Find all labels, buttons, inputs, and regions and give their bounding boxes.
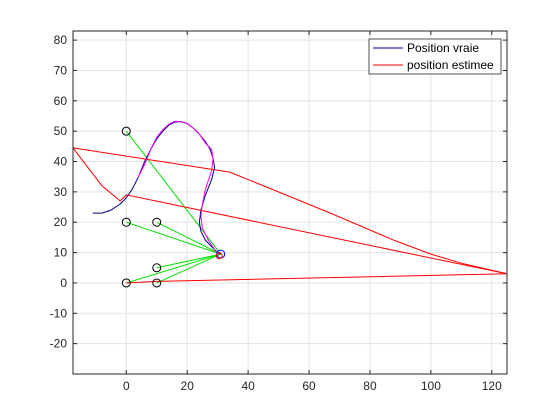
- x-tick-label: 60: [302, 379, 316, 393]
- axes-background: [73, 31, 507, 374]
- y-tick-label: -20: [50, 337, 68, 351]
- beacon-marker: [121, 126, 131, 136]
- legend-label-position-vraie: Position vraie: [407, 41, 479, 55]
- plot-area: 0 20 40 60 80 100 120 -20 -10 0 10 20 30 40 50 60 70 80: [50, 30, 508, 393]
- legend: Position vraie position estimee: [368, 38, 502, 75]
- y-tick-label: 50: [54, 124, 68, 138]
- x-tick-label: 80: [363, 379, 377, 393]
- beacon-marker: [152, 217, 162, 227]
- y-tick-label: 10: [54, 246, 68, 260]
- tick-layer: 0 20 40 60 80 100 120 -20 -10 0 10 20 30 40 50 60 70 80: [50, 31, 507, 393]
- beacon-link-line: [156, 253, 221, 269]
- series-line-1: [73, 147, 507, 275]
- y-tick-label: 80: [54, 33, 68, 47]
- estimate-marker: [215, 252, 223, 260]
- x-tick-label: 0: [123, 379, 130, 393]
- y-tick-label: -10: [50, 306, 68, 320]
- legend-label-position-estimee: position estimee: [407, 58, 494, 72]
- y-tick-label: 20: [54, 215, 68, 229]
- y-tick-label: 40: [54, 155, 68, 169]
- x-tick-label: 100: [421, 379, 441, 393]
- beacon-marker: [121, 278, 131, 288]
- series-line-3: [126, 273, 507, 284]
- axes-box: [72, 30, 508, 375]
- beacon-link-line: [156, 221, 221, 255]
- x-tick-label: 40: [241, 379, 255, 393]
- series-line-2: [73, 147, 507, 275]
- grid-layer: [73, 31, 507, 374]
- beacon-link-line: [156, 253, 221, 284]
- y-tick-label: 70: [54, 63, 68, 77]
- y-tick-label: 60: [54, 94, 68, 108]
- beacon-marker: [152, 263, 162, 273]
- data-layer: [73, 120, 507, 288]
- series-line-4: [138, 120, 220, 256]
- x-tick-label: 20: [181, 379, 195, 393]
- beacon-marker: [152, 278, 162, 288]
- y-tick-label: 0: [60, 276, 67, 290]
- beacon-link-line: [126, 221, 221, 255]
- beacon-link-line: [126, 253, 221, 284]
- beacon-marker: [121, 217, 131, 227]
- x-tick-label: 120: [482, 379, 502, 393]
- y-tick-label: 30: [54, 185, 68, 199]
- legend-box: [368, 38, 502, 75]
